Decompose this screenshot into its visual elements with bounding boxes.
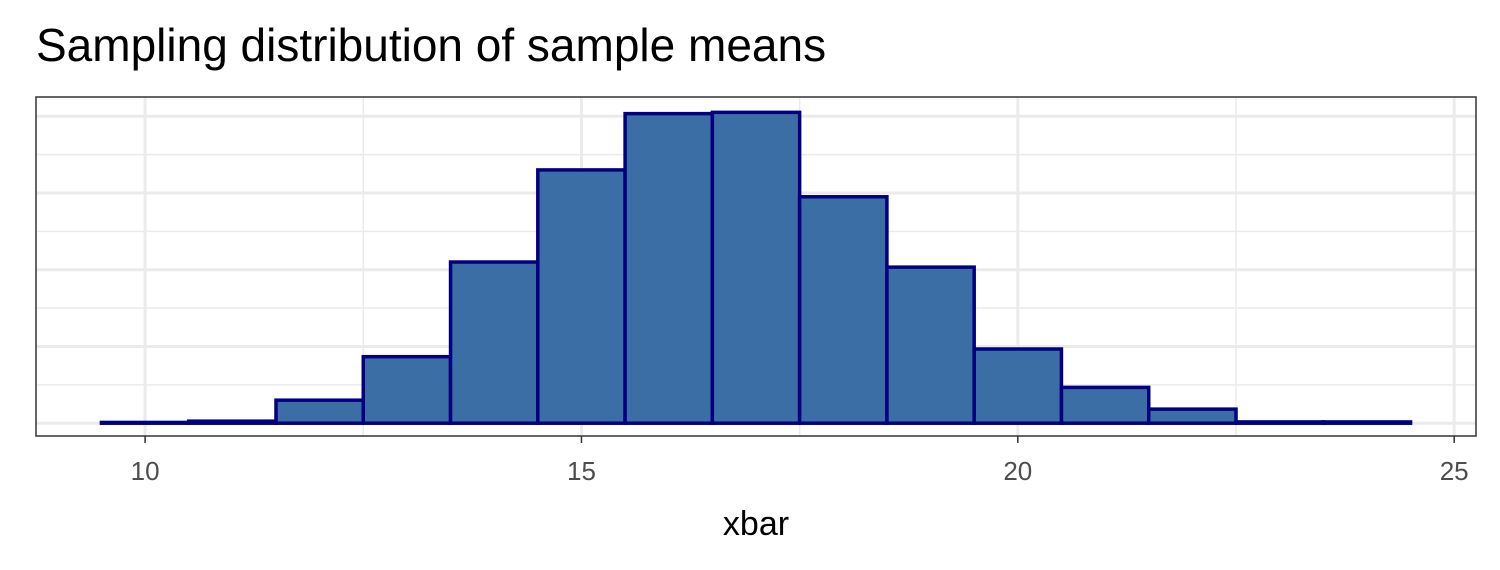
x-tick-label: 20 [1003,456,1032,486]
histogram-bar [536,168,627,425]
x-axis: 10 15 20 25 [131,436,1469,486]
histogram-bar [361,354,453,425]
histogram-bar [448,260,540,425]
x-tick-label: 25 [1440,456,1469,486]
histogram-bar [885,265,976,425]
histogram-bar [797,195,889,425]
histogram-bar [623,111,715,425]
histogram-bar [1321,420,1413,425]
x-tick-label: 15 [567,456,596,486]
histogram-bar [1146,407,1238,425]
panel-border [35,96,1477,437]
histogram-bar [1234,420,1326,425]
x-tick-label: 10 [131,456,160,486]
histogram-bar [710,110,802,425]
histogram-bar [1059,385,1151,425]
histogram-bar [972,347,1064,425]
histogram-bar [274,398,366,425]
histogram-bar [99,420,191,425]
chart-title: Sampling distribution of sample means [36,19,827,71]
histogram-bars [99,110,1413,425]
histogram-bar [186,419,278,425]
x-axis-title: xbar [723,505,789,543]
